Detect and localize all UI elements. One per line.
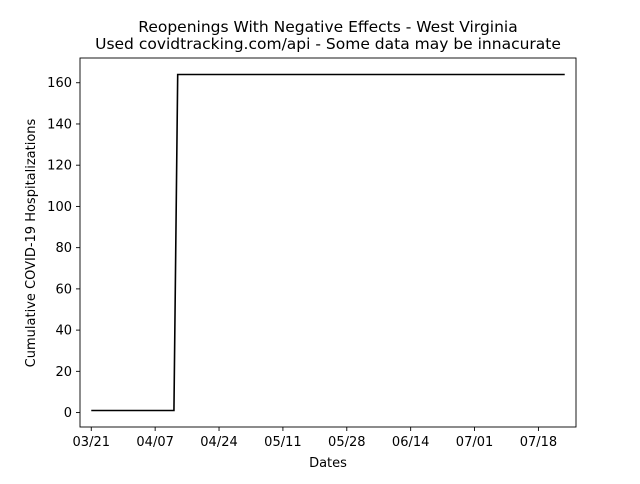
plot-frame <box>79 57 577 428</box>
x-tick-label: 03/21 <box>73 435 110 450</box>
x-axis-label: Dates <box>309 456 347 471</box>
x-tick-label: 05/11 <box>264 435 301 450</box>
y-tick-label: 160 <box>47 76 72 91</box>
y-tick-label: 40 <box>55 324 72 339</box>
chart-title: Reopenings With Negative Effects - West … <box>138 18 517 36</box>
chart-subtitle: Used covidtracking.com/api - Some data m… <box>95 35 561 53</box>
y-tick-label: 80 <box>55 241 72 256</box>
y-tick-label: 20 <box>55 365 72 380</box>
y-axis-ticks: 0 20 40 60 80 100 120 140 160 <box>47 76 80 421</box>
y-tick-label: 140 <box>47 117 72 132</box>
y-tick-label: 120 <box>47 159 72 174</box>
x-tick-label: 04/24 <box>200 435 237 450</box>
plot-area <box>79 57 577 428</box>
x-axis-ticks: 03/21 04/07 04/24 05/11 05/28 06/14 07/01 07/18 <box>73 427 557 450</box>
y-tick-label: 100 <box>47 200 72 215</box>
x-tick-label: 07/18 <box>520 435 557 450</box>
y-axis-label: Cumulative COVID-19 Hospitalizations <box>24 118 39 367</box>
x-tick-label: 06/14 <box>392 435 429 450</box>
y-tick-label: 0 <box>64 406 72 421</box>
y-tick-label: 60 <box>55 282 72 297</box>
series-line-0 <box>91 73 565 412</box>
x-tick-label: 05/28 <box>328 435 365 450</box>
x-tick-label: 07/01 <box>456 435 493 450</box>
x-tick-label: 04/07 <box>136 435 173 450</box>
